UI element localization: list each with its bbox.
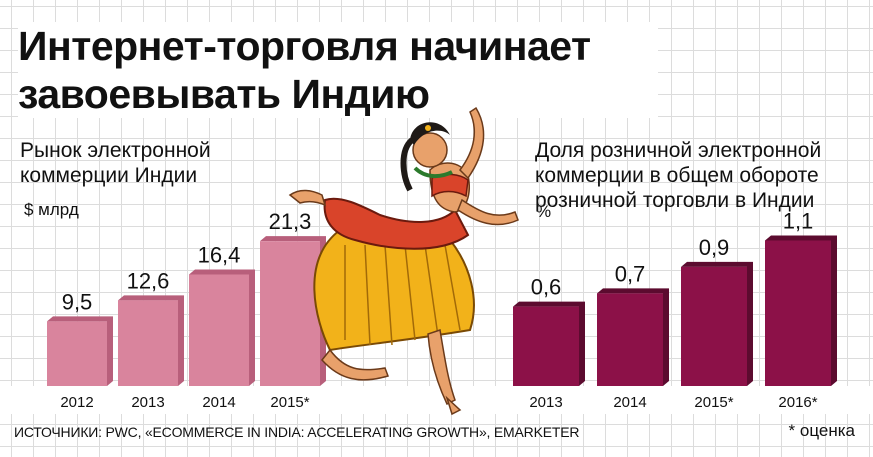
- right-category-label: 2015*: [694, 394, 733, 411]
- dancer-illustration: [288, 106, 519, 416]
- left-bar: [189, 274, 249, 386]
- dancer-face: [412, 132, 448, 168]
- right-bar: [597, 293, 663, 386]
- left-chart: 9,5 2012 12,6 2013 16,4 2014 21,3 2015*: [47, 209, 326, 411]
- title-line-2: завоевывать Индию: [18, 71, 430, 117]
- estimate-footnote: * оценка: [788, 421, 855, 440]
- right-value-label: 1,1: [783, 208, 814, 233]
- source-note: ИСТОЧНИКИ: PWC, «ECOMMERCE IN INDIA: ACC…: [14, 424, 580, 440]
- left-value-label: 9,5: [62, 289, 93, 314]
- right-chart-unit: %: [536, 202, 552, 221]
- dancer-arm-up: [459, 106, 485, 180]
- right-chart: 0,6 2013 0,7 2014 0,9 2015* 1,1 2016*: [513, 208, 837, 411]
- dancer-necklace: [413, 166, 453, 179]
- skirt-pleats: [344, 244, 461, 346]
- dancer-back-leg: [288, 189, 327, 207]
- left-value-label: 12,6: [127, 268, 170, 293]
- left-bar: [118, 300, 178, 386]
- dancer-ornament: [425, 125, 431, 131]
- title-line-1: Интернет-торговля начинает: [18, 23, 591, 69]
- axis-strip: [0, 386, 873, 414]
- page-title: Интернет-торговля начинает завоевывать И…: [18, 22, 658, 118]
- right-value-label: 0,7: [615, 261, 646, 286]
- dancer-leg-left: [321, 348, 389, 381]
- dancer-garment: [323, 197, 470, 250]
- left-chart-title: Рынок электронной коммерции Индии: [20, 138, 250, 188]
- right-chart-title: Доля розничной электронной коммерции в о…: [535, 138, 865, 213]
- right-category-label: 2014: [613, 394, 646, 411]
- left-value-label: 21,3: [269, 209, 312, 234]
- left-bar: [260, 241, 320, 386]
- left-category-label: 2013: [131, 394, 164, 411]
- dancer-braid: [400, 137, 415, 192]
- right-bar: [513, 306, 579, 386]
- left-chart-title-line-2: коммерции Индии: [20, 164, 198, 187]
- right-bar: [681, 266, 747, 386]
- right-chart-title-line-1: Доля розничной электронной: [535, 139, 822, 162]
- right-chart-title-line-2: коммерции в общем обороте: [535, 164, 819, 187]
- dancer-hair: [410, 122, 450, 145]
- dancer-leg-right: [427, 329, 456, 406]
- right-category-label: 2016*: [778, 394, 817, 411]
- left-value-label: 16,4: [198, 242, 241, 267]
- right-category-label: 2013: [529, 394, 562, 411]
- left-chart-title-line-1: Рынок электронной: [20, 139, 211, 162]
- dancer-arm-side: [457, 198, 519, 226]
- right-value-label: 0,6: [531, 275, 562, 300]
- left-bar: [47, 321, 107, 386]
- right-chart-title-line-3: розничной торговли в Индии: [535, 189, 815, 212]
- right-value-label: 0,9: [699, 235, 730, 260]
- left-category-label: 2015*: [270, 394, 309, 411]
- left-chart-unit: $ млрд: [24, 200, 79, 219]
- dancer-foot: [445, 395, 462, 416]
- left-category-label: 2012: [60, 394, 93, 411]
- left-category-label: 2014: [202, 394, 235, 411]
- right-bar: [765, 240, 831, 386]
